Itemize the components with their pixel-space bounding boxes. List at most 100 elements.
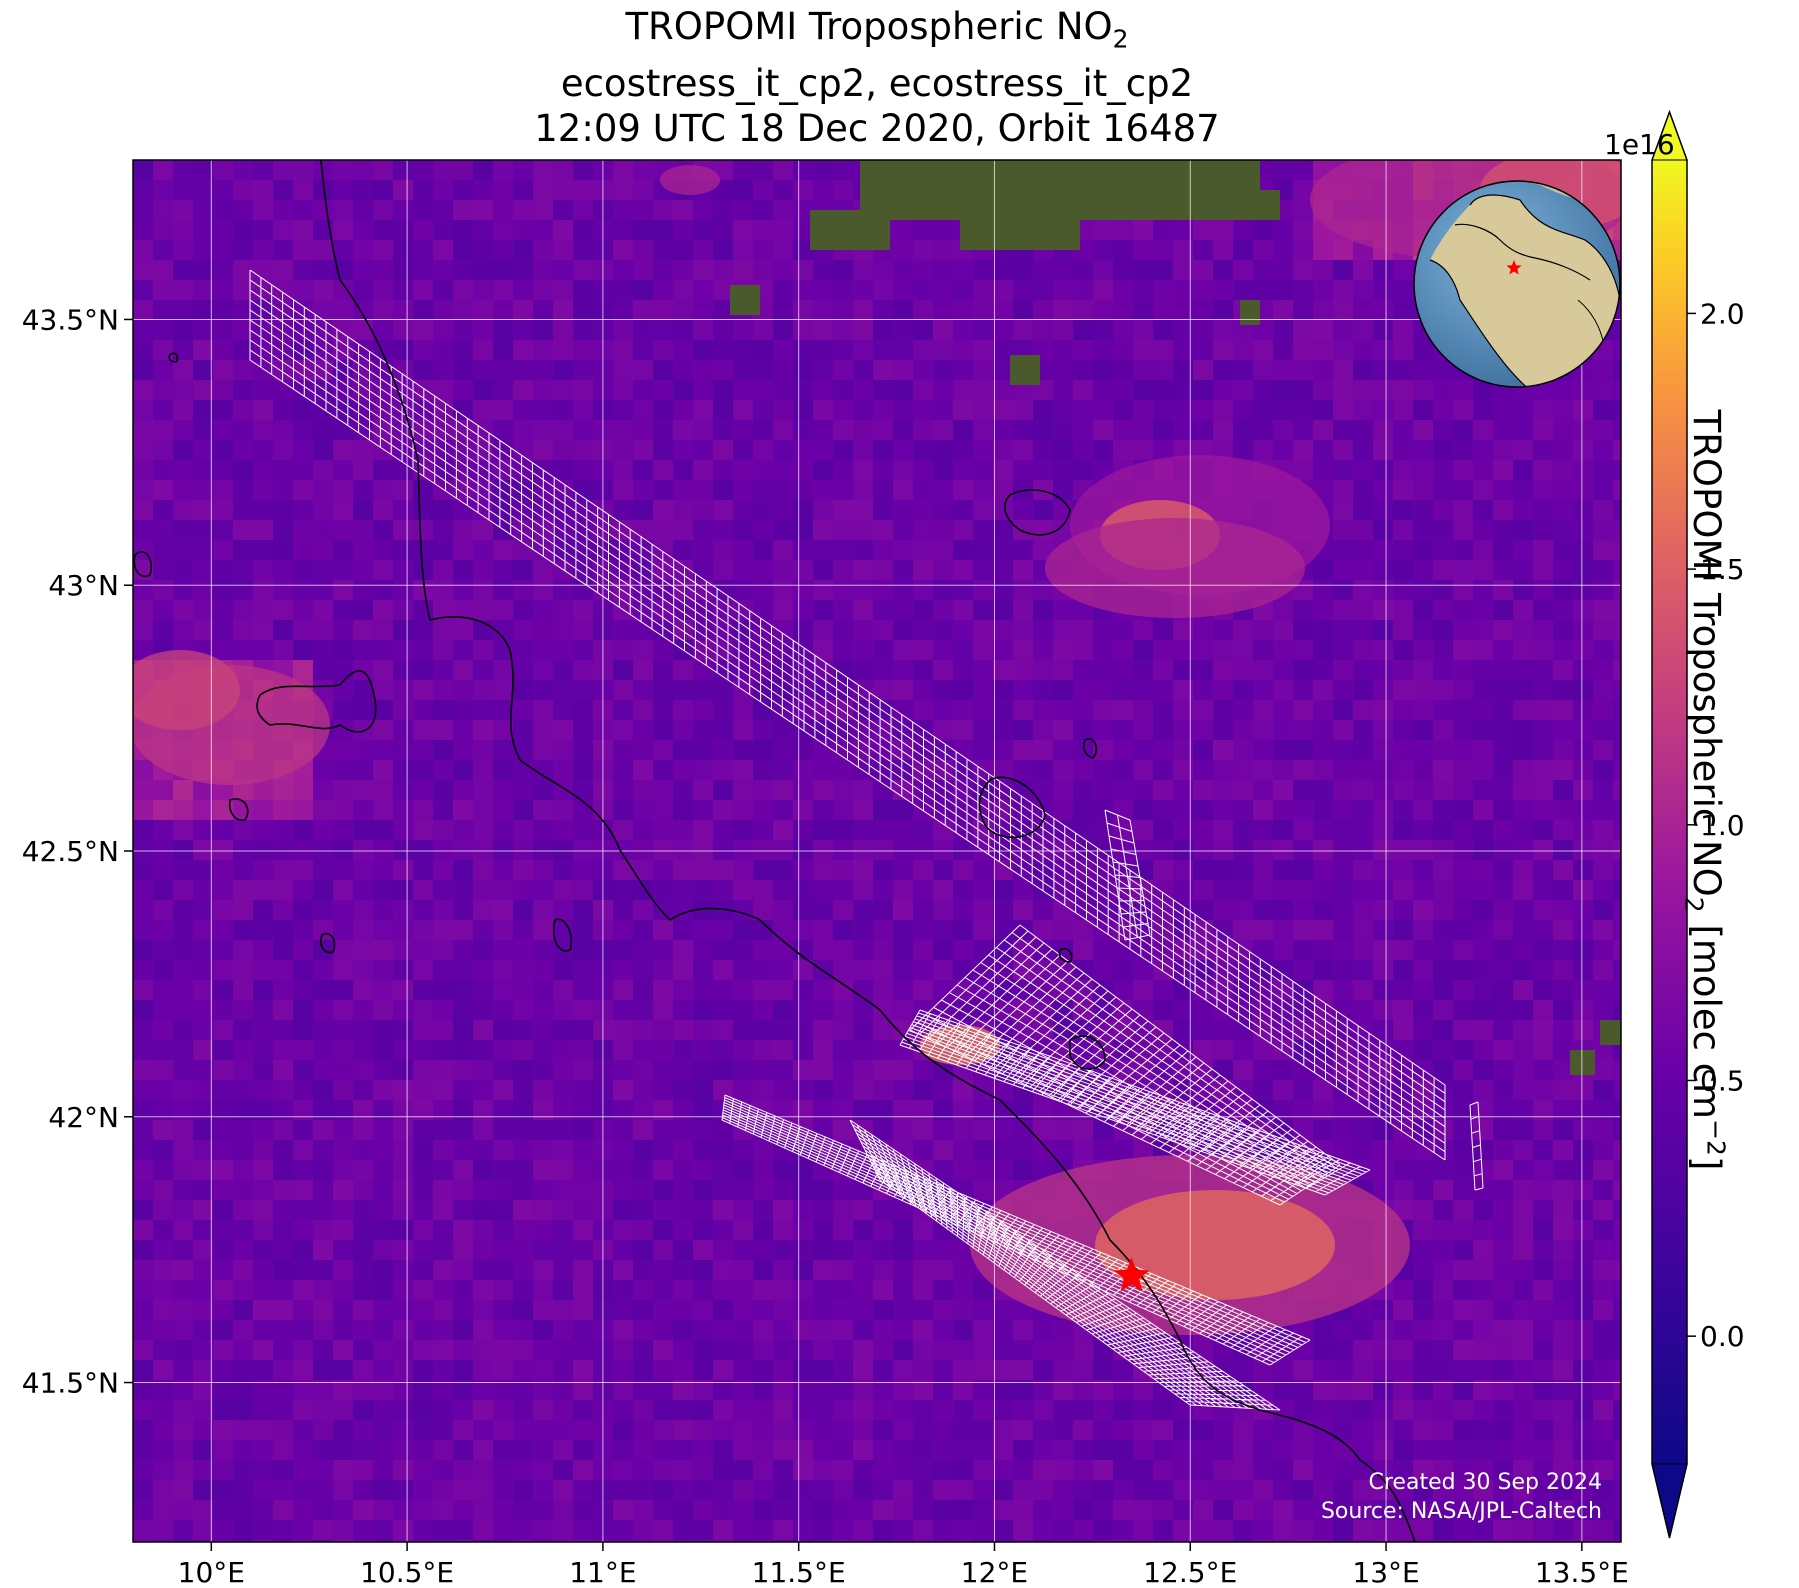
no2-pixel [273,440,293,460]
no2-pixel [1413,1280,1433,1300]
no2-pixel [233,640,253,660]
no2-pixel [533,1380,553,1400]
no2-pixel [713,1000,733,1020]
no2-pixel [913,1300,933,1320]
no2-pixel [833,1000,853,1020]
no2-pixel [1053,1080,1073,1100]
no2-pixel [1353,940,1373,960]
no2-pixel [413,300,433,320]
title-line-3: 12:09 UTC 18 Dec 2020, Orbit 16487 [534,107,1220,151]
no2-pixel [1293,1360,1313,1380]
no2-pixel [1593,540,1613,560]
no2-pixel [753,1300,773,1320]
no2-pixel [693,1480,713,1500]
no2-pixel [213,200,233,220]
no2-pixel [913,900,933,920]
no2-pixel [1033,540,1053,560]
no2-pixel [893,1380,913,1400]
no2-pixel [1093,1420,1113,1440]
no2-pixel [393,540,413,560]
no2-pixel [273,580,293,600]
no2-pixel [1333,980,1353,1000]
no2-pixel [313,1380,333,1400]
no2-pixel [773,1440,793,1460]
no2-pixel [1433,560,1453,580]
no2-pixel [133,1280,153,1300]
no2-pixel [513,1200,533,1220]
no2-pixel [493,980,513,1000]
no2-pixel [813,400,833,420]
no2-pixel [1613,360,1621,380]
no2-pixel [1573,800,1593,820]
no2-pixel [1073,680,1093,700]
no2-pixel [153,420,173,440]
no2-pixel [1053,860,1073,880]
no2-pixel [813,260,833,280]
no2-pixel [473,400,493,420]
no2-pixel [193,920,213,940]
no2-pixel [273,820,293,840]
no2-pixel [373,240,393,260]
no2-pixel [493,540,513,560]
no2-pixel [773,1240,793,1260]
no2-pixel [1473,920,1493,940]
no2-pixel [933,940,953,960]
no2-pixel [1533,1020,1553,1040]
no2-pixel [213,1100,233,1120]
no2-pixel [733,1360,753,1380]
no2-pixel [1593,820,1613,840]
no2-pixel [1293,1000,1313,1020]
no2-pixel [313,960,333,980]
no2-pixel [973,420,993,440]
no2-pixel [1533,1300,1553,1320]
no2-pixel [1533,1380,1553,1400]
no2-pixel [1293,1400,1313,1420]
no2-pixel [833,880,853,900]
no2-pixel [1053,800,1073,820]
no2-pixel [473,980,493,1000]
no2-pixel [853,840,873,860]
no2-pixel [633,1020,653,1040]
no2-pixel [933,1240,953,1260]
no2-pixel [653,940,673,960]
no2-pixel [1393,1060,1413,1080]
no2-pixel [173,1000,193,1020]
no2-pixel [613,160,633,180]
no2-pixel [1373,1120,1393,1140]
no2-pixel [173,1080,193,1100]
no2-pixel [1613,1240,1621,1260]
no2-pixel [873,780,893,800]
no2-pixel [713,520,733,540]
no2-pixel [1053,600,1073,620]
no2-pixel [753,540,773,560]
no2-pixel [1333,1400,1353,1420]
no2-pixel [1073,760,1093,780]
no2-pixel [733,1340,753,1360]
no2-pixel [713,460,733,480]
no2-pixel [313,1360,333,1380]
no2-pixel [1273,900,1293,920]
no2-pixel [1133,1380,1153,1400]
no2-pixel [1053,1000,1073,1020]
no2-pixel [673,1360,693,1380]
no2-pixel [753,1060,773,1080]
no2-pixel [313,1280,333,1300]
no2-pixel [1053,900,1073,920]
no2-pixel [753,1180,773,1200]
no2-pixel [1093,240,1113,260]
no2-pixel [953,280,973,300]
no2-pixel [1093,360,1113,380]
no2-pixel [633,1140,653,1160]
no2-pixel [293,880,313,900]
no2-pixel [253,540,273,560]
no2-pixel [653,1340,673,1360]
no2-pixel [1473,520,1493,540]
no2-pixel [473,200,493,220]
no2-pixel [233,1240,253,1260]
no2-pixel [453,1140,473,1160]
no2-pixel [353,1040,373,1060]
no2-pixel [493,240,513,260]
no2-pixel [333,700,353,720]
no2-pixel [1613,1060,1621,1080]
no2-pixel [753,420,773,440]
